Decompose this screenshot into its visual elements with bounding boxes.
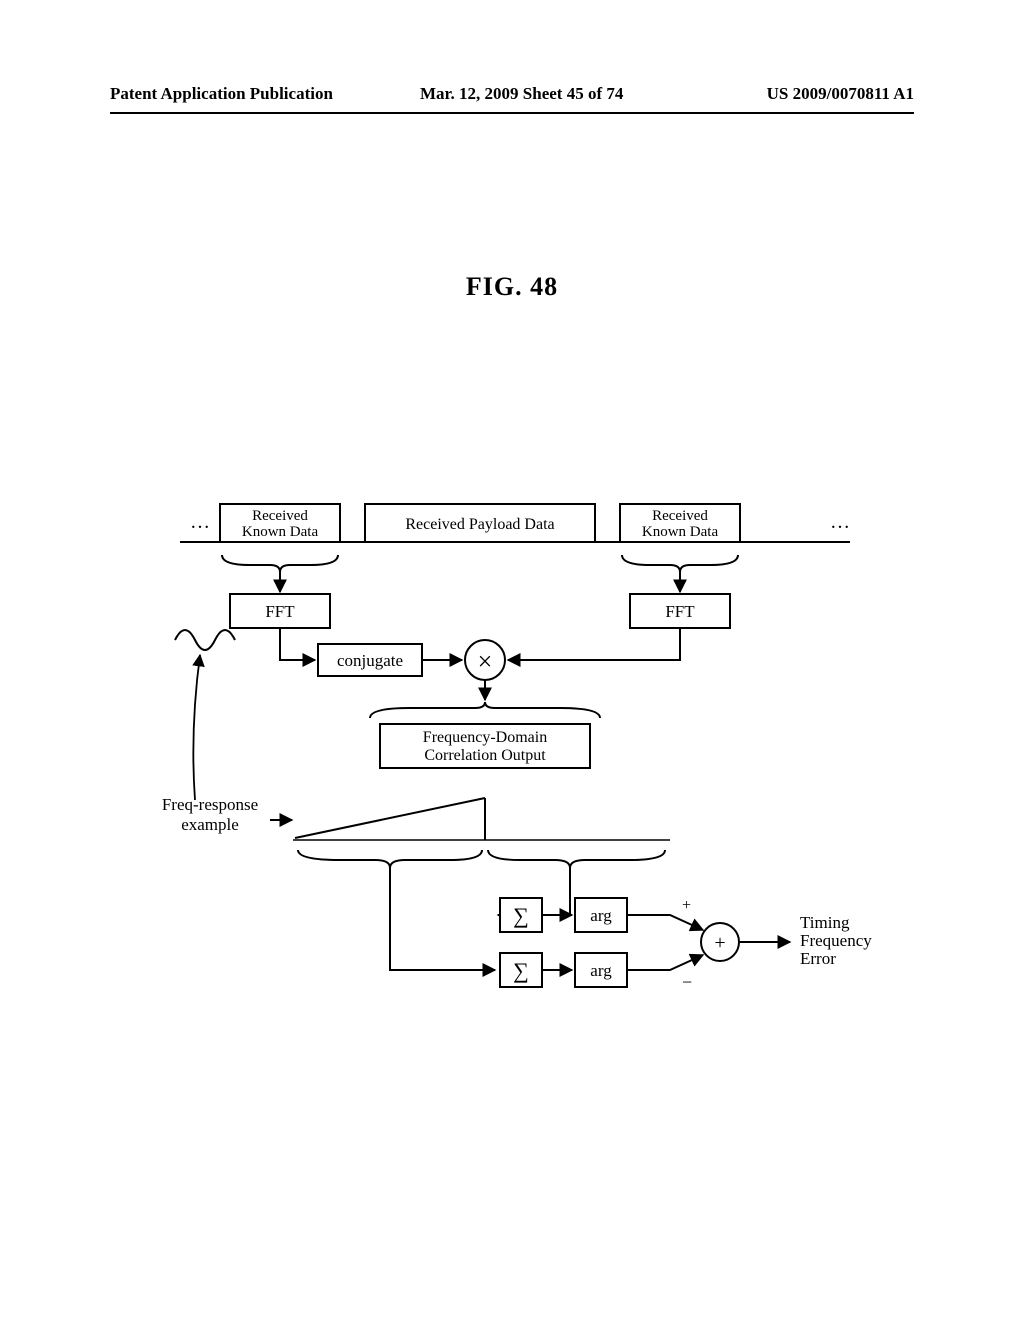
out-l3: Error — [800, 949, 836, 968]
known-left-l1: Received — [252, 508, 308, 524]
header-left: Patent Application Publication — [110, 84, 333, 104]
brace-plot-right — [488, 850, 665, 868]
out-l1: Timing — [800, 913, 850, 932]
header-middle: Mar. 12, 2009 Sheet 45 of 74 — [420, 84, 623, 104]
sum-symbol-top: ∑ — [513, 903, 529, 928]
page-header: Patent Application Publication Mar. 12, … — [110, 82, 914, 114]
freq-resp-l1: Freq-response — [162, 795, 258, 814]
brace-plot-left — [298, 850, 482, 868]
freq-response-icon — [175, 630, 235, 650]
magplot-slope — [295, 798, 485, 838]
arg-label-top: arg — [590, 906, 612, 925]
arrow-fftL-to-conj — [280, 628, 315, 660]
minus-sign-bot: − — [682, 972, 692, 992]
arrow-argT-to-add — [627, 915, 703, 930]
freq-resp-l2: example — [181, 815, 239, 834]
figure-title: FIG. 48 — [0, 272, 1024, 302]
header-right: US 2009/0070811 A1 — [767, 84, 914, 104]
known-right-l2: Known Data — [642, 524, 719, 540]
brace-left — [222, 555, 338, 572]
corr-l2: Correlation Output — [424, 747, 546, 764]
corr-l1: Frequency-Domain — [423, 729, 547, 746]
line-rightbrace-down — [540, 868, 570, 915]
fft-label-right: FFT — [665, 602, 695, 621]
brace-right — [622, 555, 738, 572]
arrow-fftR-to-mult — [508, 628, 680, 660]
payload-label: Received Payload Data — [405, 516, 554, 533]
fft-label-left: FFT — [265, 602, 295, 621]
block-diagram: … … Received Known Data Received Payload… — [110, 500, 914, 1060]
page: Patent Application Publication Mar. 12, … — [0, 0, 1024, 1320]
freq-response-pointer — [193, 655, 200, 800]
ellipsis-right: … — [830, 511, 850, 533]
ellipsis-left: … — [190, 511, 210, 533]
plus-sign-top: + — [682, 897, 691, 914]
known-right-l1: Received — [652, 508, 708, 524]
conjugate-label: conjugate — [337, 651, 403, 670]
adder-plus: + — [714, 932, 725, 954]
multiply-symbol: × — [478, 647, 493, 676]
arg-label-bot: arg — [590, 961, 612, 980]
out-l2: Frequency — [800, 931, 872, 950]
sum-symbol-bot: ∑ — [513, 958, 529, 983]
arrow-leftbrace-to-sum2 — [390, 868, 495, 970]
brace-corr — [370, 702, 600, 718]
known-left-l2: Known Data — [242, 524, 319, 540]
arrow-argB-to-add — [627, 955, 703, 970]
